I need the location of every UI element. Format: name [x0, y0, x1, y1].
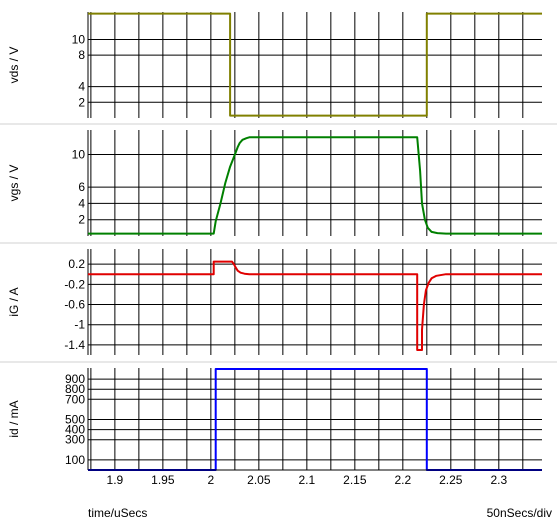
x-tick-label: 2.1	[298, 473, 315, 487]
y-tick-label: 8	[78, 48, 85, 62]
y-tick-label: 800	[65, 382, 85, 396]
x-axis-label: time/uSecs	[88, 506, 147, 520]
y-tick-label: 400	[65, 423, 85, 437]
y-tick-label: 500	[65, 413, 85, 427]
y-axis-label: id / mA	[7, 400, 21, 437]
y-tick-label: -1.4	[64, 338, 85, 352]
series-trace	[88, 260, 542, 351]
y-tick-label: 2	[78, 213, 85, 227]
y-tick-label: 2	[78, 95, 85, 109]
y-tick-label: 100	[65, 453, 85, 467]
y-tick-label: 0.2	[68, 257, 85, 271]
y-tick-label: -0.2	[64, 277, 85, 291]
panel-1: 24 8 10 vds / V	[7, 12, 542, 118]
x-scale-note: 50nSecs/div	[487, 506, 552, 520]
series-trace	[88, 12, 542, 117]
y-tick-label: 700	[65, 392, 85, 406]
y-axis-label: vds / V	[7, 47, 21, 84]
x-tick-label: 2	[208, 473, 215, 487]
x-tick-labels: 1.9 1.95 2 2.05 2.1 2.15 2.2 2.25 2.3	[88, 469, 542, 487]
y-tick-label: 900	[65, 372, 85, 386]
y-tick-label: 6	[78, 180, 85, 194]
x-tick-label: 2.25	[439, 473, 463, 487]
x-tick-label: 2.15	[343, 473, 367, 487]
y-tick-label: -1	[74, 318, 85, 332]
panel-3: 0.2 -0.2 -0.6 -1 -1.4 iG / A	[0, 242, 557, 355]
series-trace	[88, 136, 542, 235]
x-tick-label: 1.95	[151, 473, 175, 487]
y-tick-label: 300	[65, 433, 85, 447]
x-tick-label: 1.9	[107, 473, 124, 487]
y-tick-label: 4	[78, 80, 85, 94]
y-tick-label: -0.6	[64, 298, 85, 312]
y-tick-label: 10	[72, 147, 86, 161]
x-tick-label: 2.2	[394, 473, 411, 487]
y-axis-label: iG / A	[7, 287, 21, 316]
x-tick-label: 2.3	[490, 473, 507, 487]
y-tick-label: 4	[78, 196, 85, 210]
x-tick-label: 2.05	[247, 473, 271, 487]
y-tick-label: 10	[72, 32, 86, 46]
panel-2: 2 4 6 10 vgs / V	[0, 123, 557, 236]
y-axis-label: vgs / V	[7, 165, 21, 202]
